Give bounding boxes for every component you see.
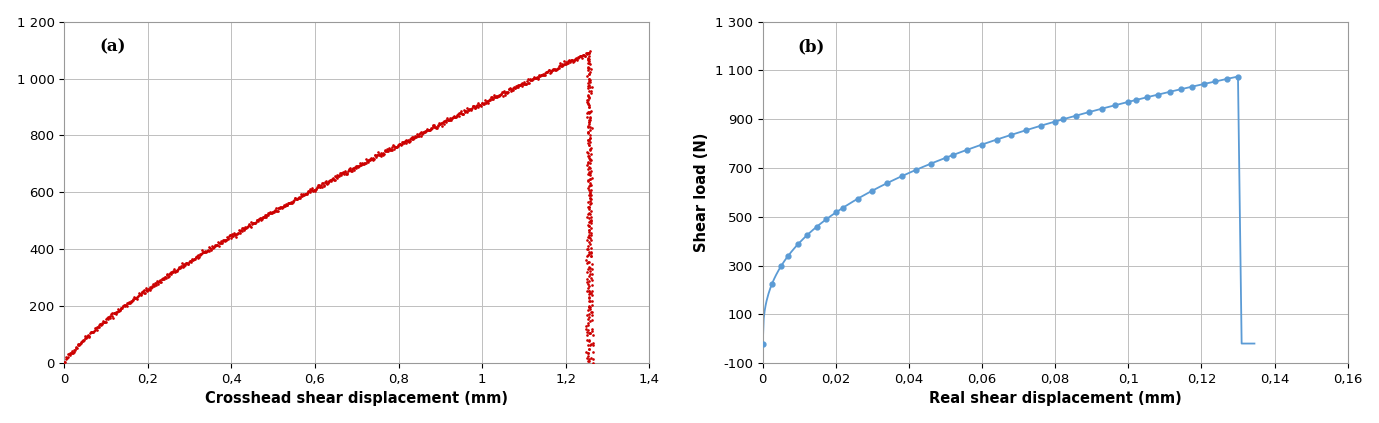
Text: (a): (a)	[99, 39, 125, 56]
Text: (b): (b)	[798, 39, 825, 56]
X-axis label: Crosshead shear displacement (mm): Crosshead shear displacement (mm)	[205, 391, 509, 407]
Y-axis label: Shear load (N): Shear load (N)	[695, 133, 709, 252]
X-axis label: Real shear displacement (mm): Real shear displacement (mm)	[929, 391, 1182, 407]
